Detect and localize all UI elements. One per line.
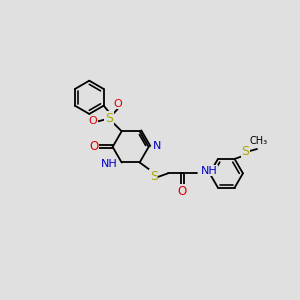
Text: S: S	[150, 170, 158, 183]
Text: S: S	[105, 112, 113, 125]
Text: NH: NH	[201, 166, 218, 176]
Text: O: O	[88, 116, 97, 126]
Text: O: O	[114, 99, 123, 109]
Text: S: S	[242, 145, 250, 158]
Text: O: O	[178, 184, 187, 198]
Text: CH₃: CH₃	[250, 136, 268, 146]
Text: O: O	[89, 140, 98, 153]
Text: N: N	[153, 141, 161, 151]
Text: NH: NH	[101, 159, 118, 169]
